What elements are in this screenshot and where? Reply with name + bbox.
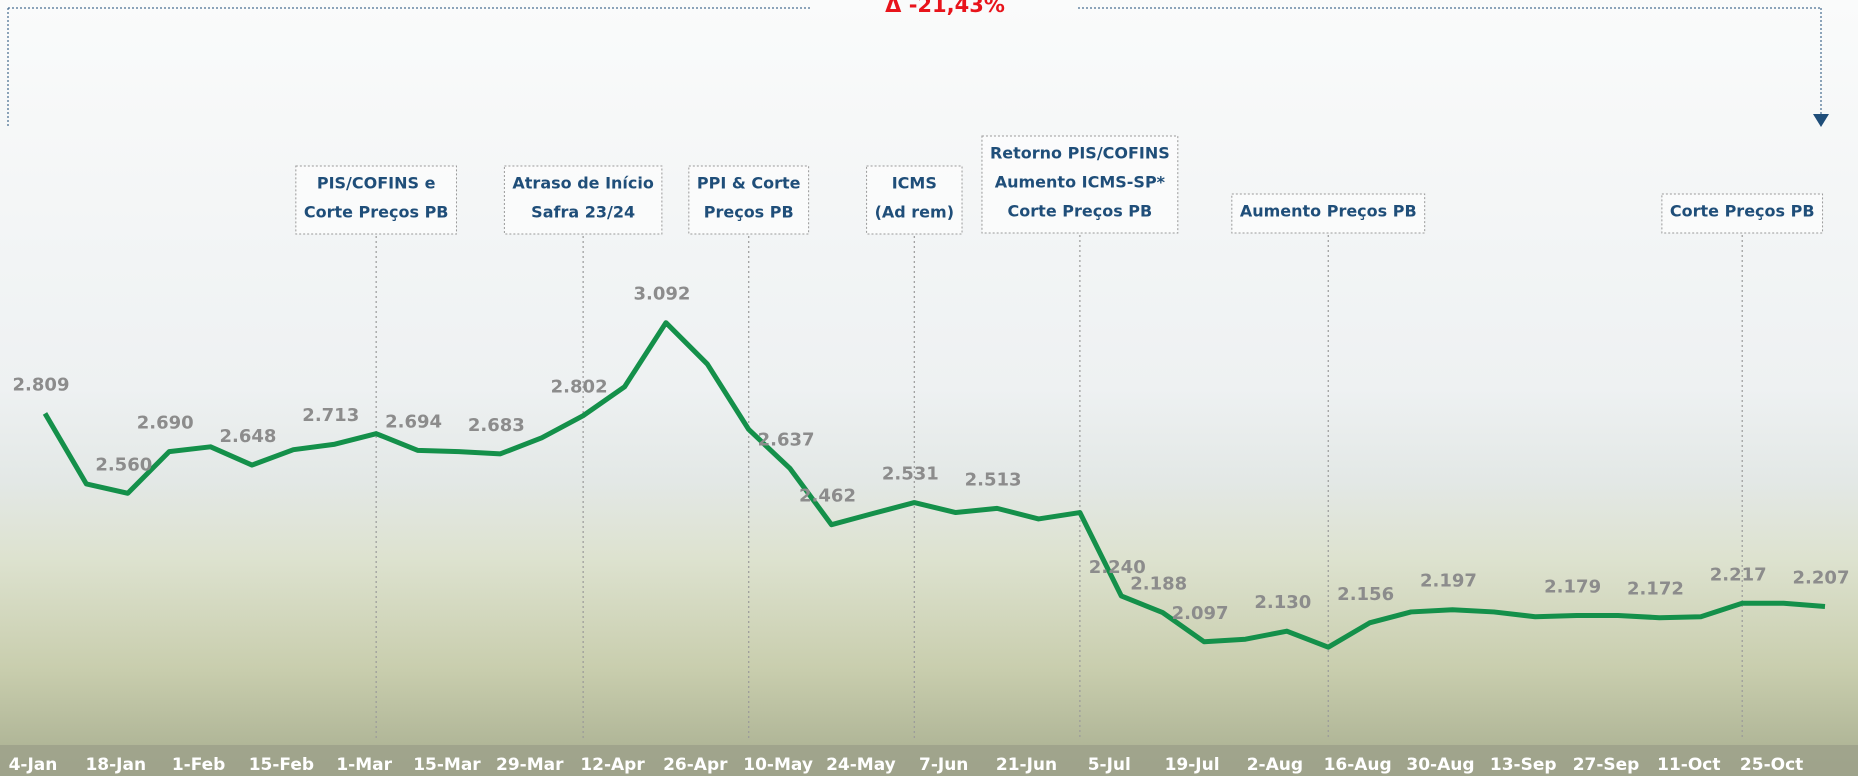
- annotation-text: PIS/COFINS e: [317, 174, 436, 193]
- x-tick-label: 4-Jan: [9, 755, 58, 775]
- value-label: 2.531: [882, 464, 939, 485]
- annotation-text: Safra 23/24: [531, 203, 635, 222]
- value-label: 2.809: [13, 374, 70, 395]
- value-label: 2.156: [1337, 584, 1394, 605]
- x-tick-label: 24-May: [826, 755, 896, 775]
- x-tick-label: 21-Jun: [996, 755, 1057, 775]
- x-tick-label: 5-Jul: [1088, 755, 1131, 775]
- value-label: 2.683: [468, 415, 525, 436]
- value-label: 2.513: [965, 469, 1022, 490]
- annotation-text: Preços PB: [704, 203, 794, 222]
- x-tick-label: 16-Aug: [1324, 755, 1392, 775]
- page: Δ -21,43% 4-Jan 18-Jan 1-Feb 15-Feb 1-Mar 15-…: [0, 0, 1858, 776]
- value-label: 3.092: [633, 284, 690, 305]
- value-label: 2.130: [1254, 592, 1311, 613]
- value-label: 2.097: [1172, 603, 1229, 624]
- annotation-text: Corte Preços PB: [1670, 202, 1815, 221]
- x-tick-label: 10-May: [743, 755, 813, 775]
- annotation-text: (Ad rem): [875, 203, 954, 222]
- value-label: 2.694: [385, 411, 442, 432]
- annotation-text: Retorno PIS/COFINS: [990, 144, 1170, 163]
- x-tick-label: 2-Aug: [1247, 755, 1303, 775]
- x-tick-label: 25-Oct: [1740, 755, 1803, 775]
- value-label: 2.648: [220, 426, 277, 447]
- value-label: 2.172: [1627, 579, 1684, 600]
- annotation-text: Aumento ICMS-SP*: [995, 173, 1166, 192]
- background: [0, 0, 1858, 776]
- x-tick-label: 11-Oct: [1657, 755, 1720, 775]
- value-label: 2.217: [1710, 564, 1767, 585]
- value-label: 2.188: [1130, 574, 1187, 595]
- value-label: 2.560: [95, 454, 152, 475]
- value-label: 2.197: [1420, 571, 1477, 592]
- value-label: 2.207: [1793, 567, 1850, 588]
- x-tick-label: 19-Jul: [1165, 755, 1220, 775]
- x-tick-label: 12-Apr: [580, 755, 645, 775]
- value-label: 2.802: [551, 377, 608, 398]
- x-tick-label: 18-Jan: [85, 755, 146, 775]
- chart: Δ -21,43% 4-Jan 18-Jan 1-Feb 15-Feb 1-Mar 15-…: [0, 0, 1858, 776]
- value-label: 2.690: [137, 413, 194, 434]
- value-label: 2.179: [1544, 576, 1601, 597]
- annotation-text: Corte Preços PB: [304, 203, 449, 222]
- x-tick-label: 30-Aug: [1406, 755, 1474, 775]
- x-tick-label: 27-Sep: [1573, 755, 1640, 775]
- annotation-text: Corte Preços PB: [1008, 202, 1153, 221]
- annotation-text: Aumento Preços PB: [1240, 202, 1417, 221]
- value-label: 2.462: [799, 486, 856, 507]
- x-tick-label: 29-Mar: [496, 755, 564, 775]
- x-tick-label: 13-Sep: [1490, 755, 1557, 775]
- x-tick-label: 1-Mar: [336, 755, 392, 775]
- x-tick-label: 26-Apr: [663, 755, 728, 775]
- delta-label: Δ -21,43%: [885, 0, 1005, 17]
- annotation-text: ICMS: [892, 174, 937, 193]
- annotation-text: Atraso de Início: [512, 174, 653, 193]
- x-tick-label: 15-Mar: [413, 755, 481, 775]
- x-tick-label: 1-Feb: [172, 755, 226, 775]
- annotation-text: PPI & Corte: [697, 174, 801, 193]
- x-tick-label: 7-Jun: [919, 755, 968, 775]
- value-label: 2.713: [302, 405, 359, 426]
- value-label: 2.637: [758, 430, 815, 451]
- x-tick-label: 15-Feb: [249, 755, 314, 775]
